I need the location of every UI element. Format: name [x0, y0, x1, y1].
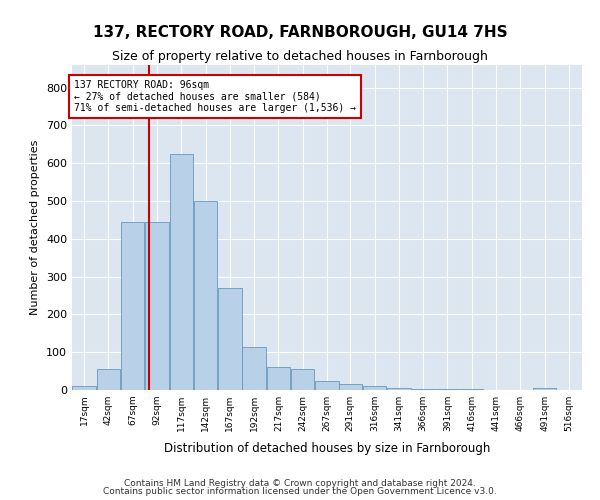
- Text: 137, RECTORY ROAD, FARNBOROUGH, GU14 7HS: 137, RECTORY ROAD, FARNBOROUGH, GU14 7HS: [92, 25, 508, 40]
- Bar: [194, 201, 217, 390]
- Bar: [170, 154, 193, 390]
- Bar: [121, 222, 145, 390]
- Bar: [533, 388, 556, 390]
- Bar: [266, 368, 290, 390]
- Bar: [387, 388, 410, 390]
- Text: Contains HM Land Registry data © Crown copyright and database right 2024.: Contains HM Land Registry data © Crown c…: [124, 478, 476, 488]
- Bar: [145, 222, 169, 390]
- Bar: [363, 386, 386, 390]
- Bar: [291, 369, 314, 390]
- Bar: [242, 346, 266, 390]
- Bar: [460, 389, 484, 390]
- Y-axis label: Number of detached properties: Number of detached properties: [31, 140, 40, 315]
- Bar: [218, 288, 242, 390]
- Bar: [412, 389, 435, 390]
- Text: 137 RECTORY ROAD: 96sqm
← 27% of detached houses are smaller (584)
71% of semi-d: 137 RECTORY ROAD: 96sqm ← 27% of detache…: [74, 80, 356, 114]
- Bar: [97, 369, 120, 390]
- Text: Size of property relative to detached houses in Farnborough: Size of property relative to detached ho…: [112, 50, 488, 63]
- Bar: [73, 386, 96, 390]
- Bar: [436, 389, 459, 390]
- X-axis label: Distribution of detached houses by size in Farnborough: Distribution of detached houses by size …: [164, 442, 490, 456]
- Bar: [315, 380, 339, 390]
- Bar: [338, 384, 362, 390]
- Text: Contains public sector information licensed under the Open Government Licence v3: Contains public sector information licen…: [103, 487, 497, 496]
